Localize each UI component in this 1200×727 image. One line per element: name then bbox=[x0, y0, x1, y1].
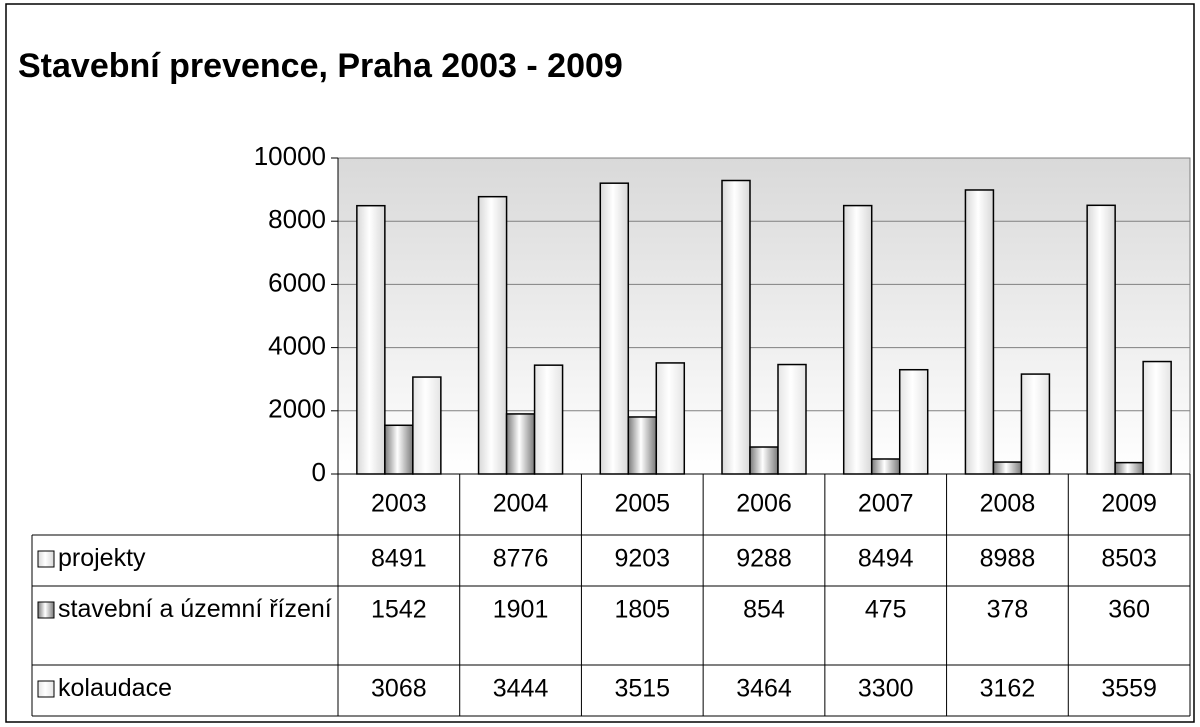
bar bbox=[356, 204, 386, 475]
x-tick-label: 2008 bbox=[980, 490, 1036, 518]
legend-label: projekty bbox=[58, 544, 146, 572]
legend-key bbox=[37, 550, 55, 568]
table-value: 8503 bbox=[1101, 545, 1157, 573]
table-value: 3300 bbox=[858, 675, 914, 703]
chart-title: Stavební prevence, Praha 2003 - 2009 bbox=[18, 47, 623, 85]
table-value: 8776 bbox=[493, 545, 549, 573]
x-tick-label: 2005 bbox=[614, 490, 670, 518]
bar bbox=[655, 362, 686, 475]
bar bbox=[721, 179, 751, 475]
x-tick-label: 2007 bbox=[858, 490, 914, 518]
x-tick-label: 2003 bbox=[371, 490, 427, 518]
bar bbox=[842, 204, 873, 475]
legend-label-box: kolaudace bbox=[58, 674, 172, 702]
bar bbox=[898, 368, 929, 475]
legend-label: stavební a územní řízení bbox=[58, 595, 332, 623]
bar bbox=[777, 363, 807, 475]
bar bbox=[627, 416, 658, 475]
y-tick-label: 0 bbox=[312, 457, 326, 487]
bar bbox=[599, 182, 630, 475]
bar bbox=[533, 364, 564, 475]
legend-key bbox=[37, 601, 55, 619]
table-value: 8494 bbox=[858, 545, 914, 573]
table-value: 9288 bbox=[736, 545, 792, 573]
table-value: 475 bbox=[865, 596, 907, 624]
table-value: 9203 bbox=[614, 545, 670, 573]
legend-label-box: projekty bbox=[58, 544, 146, 572]
table-value: 3162 bbox=[980, 675, 1036, 703]
bar bbox=[1086, 204, 1116, 475]
table-value: 378 bbox=[987, 596, 1029, 624]
y-tick-label: 2000 bbox=[268, 394, 326, 424]
table-value: 3464 bbox=[736, 675, 792, 703]
bar bbox=[505, 413, 536, 475]
legend-key bbox=[37, 680, 55, 698]
table-value: 3559 bbox=[1101, 675, 1157, 703]
table-value: 360 bbox=[1108, 596, 1150, 624]
bar bbox=[749, 446, 779, 475]
legend-label-box: stavební a územní řízení bbox=[58, 595, 332, 623]
x-tick-label: 2004 bbox=[493, 490, 549, 518]
table-value: 8491 bbox=[371, 545, 427, 573]
bar bbox=[1114, 461, 1144, 475]
bar bbox=[870, 458, 901, 475]
x-tick-label: 2009 bbox=[1101, 490, 1157, 518]
table-value: 1542 bbox=[371, 596, 427, 624]
x-tick-label: 2006 bbox=[736, 490, 792, 518]
table-value: 854 bbox=[743, 596, 785, 624]
y-tick-label: 6000 bbox=[268, 267, 326, 297]
y-tick-label: 4000 bbox=[268, 330, 326, 360]
y-tick-label: 10000 bbox=[254, 141, 326, 171]
table-value: 3068 bbox=[371, 675, 427, 703]
table-value: 3444 bbox=[493, 675, 549, 703]
plot-area bbox=[337, 157, 1191, 475]
y-tick-label: 8000 bbox=[268, 204, 326, 234]
table-value: 1901 bbox=[493, 596, 549, 624]
table-value: 8988 bbox=[980, 545, 1036, 573]
bar bbox=[964, 189, 995, 475]
table-value: 3515 bbox=[614, 675, 670, 703]
bar bbox=[384, 424, 414, 475]
bar bbox=[992, 461, 1023, 475]
table-value: 1805 bbox=[614, 596, 670, 624]
legend-label: kolaudace bbox=[58, 674, 172, 702]
bar bbox=[1142, 360, 1172, 475]
bar bbox=[1020, 373, 1051, 475]
bar bbox=[412, 376, 442, 475]
bar bbox=[477, 195, 508, 475]
